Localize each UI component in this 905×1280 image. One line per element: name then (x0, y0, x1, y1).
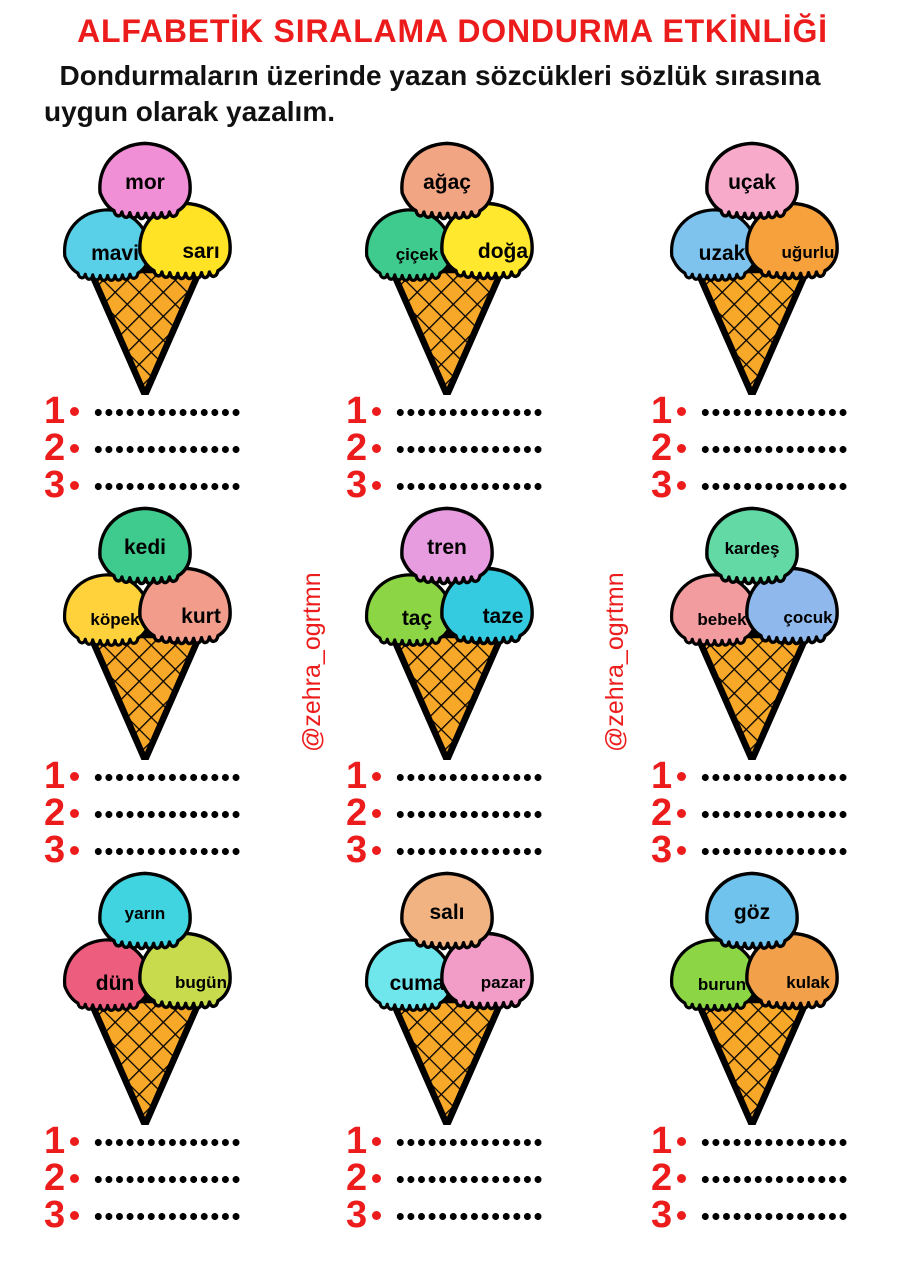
svg-text:çiçek: çiçek (396, 245, 439, 264)
svg-text:burun: burun (698, 975, 746, 994)
svg-text:ağaç: ağaç (423, 171, 471, 194)
svg-text:kedi: kedi (124, 536, 166, 559)
svg-text:yarın: yarın (125, 904, 166, 923)
svg-text:bebek: bebek (697, 610, 747, 629)
svg-text:taze: taze (483, 605, 524, 628)
svg-text:pazar: pazar (481, 973, 526, 992)
svg-text:taç: taç (402, 607, 433, 630)
svg-text:salı: salı (429, 901, 464, 924)
svg-text:mor: mor (125, 171, 165, 194)
svg-text:kurt: kurt (181, 605, 221, 628)
svg-text:uzak: uzak (699, 242, 746, 265)
svg-text:cuma: cuma (390, 972, 445, 995)
svg-text:dün: dün (96, 972, 134, 995)
svg-text:kardeş: kardeş (725, 539, 780, 558)
svg-text:bugün: bugün (175, 973, 227, 992)
svg-text:mavi: mavi (91, 242, 139, 265)
svg-text:doğa: doğa (478, 240, 528, 263)
svg-text:göz: göz (734, 901, 770, 924)
svg-text:kulak: kulak (786, 973, 830, 992)
svg-text:köpek: köpek (90, 610, 140, 629)
svg-text:uğurlu: uğurlu (782, 243, 835, 262)
svg-text:uçak: uçak (728, 171, 776, 194)
svg-text:sarı: sarı (182, 240, 219, 263)
svg-text:tren: tren (427, 536, 467, 559)
svg-text:çocuk: çocuk (783, 608, 833, 627)
